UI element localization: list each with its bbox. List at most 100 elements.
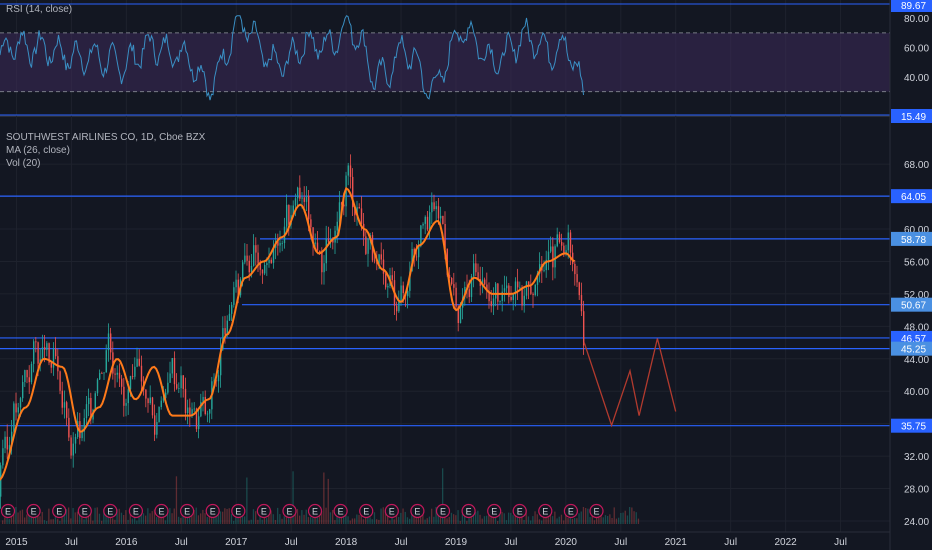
candle-body <box>402 285 404 294</box>
volume-bar <box>541 520 543 524</box>
volume-bar <box>314 513 316 524</box>
price-level-badge-bg <box>891 341 932 356</box>
volume-bar <box>391 515 393 524</box>
volume-bar <box>70 518 72 524</box>
candle-body <box>59 371 61 391</box>
volume-bar <box>587 508 589 524</box>
forecast-path <box>583 338 677 428</box>
volume-bar <box>345 511 347 524</box>
volume-bar <box>428 516 431 524</box>
volume-bar <box>57 518 59 524</box>
candle-body <box>242 262 244 280</box>
earnings-marker: E <box>410 503 425 519</box>
candle-body <box>228 313 231 321</box>
candle-body <box>134 366 136 377</box>
rsi-max-badge-bg <box>891 0 932 12</box>
time-axis-tick-label: Jul <box>724 537 737 548</box>
candle-body <box>255 245 257 253</box>
main-legend[interactable]: SOUTHWEST AIRLINES CO, 1D, Cboe BZX MA (… <box>6 131 205 170</box>
volume-bar <box>327 478 329 524</box>
candle-body <box>488 291 490 302</box>
candle-body <box>281 243 283 244</box>
earnings-marker-circle <box>103 503 118 519</box>
candle-body <box>475 263 477 273</box>
volume-bar <box>46 521 48 524</box>
volume-bar <box>294 510 296 524</box>
volume-bar <box>373 512 376 524</box>
price-axis[interactable]: 80.00 60.00 40.00 89.67 15.49 24.00 28.00 32.00… <box>889 0 932 550</box>
candle-body <box>66 402 68 418</box>
volume-bar <box>81 514 83 524</box>
candle-body <box>220 349 222 376</box>
candle-body <box>378 254 380 264</box>
volume-bar <box>261 519 263 524</box>
time-axis-tick-label: Jul <box>175 537 188 548</box>
volume-bar <box>94 507 96 524</box>
volume-bar <box>367 512 369 524</box>
volume-bar <box>360 513 362 524</box>
volume-bar <box>255 511 257 524</box>
candle-body <box>550 246 552 252</box>
volume-bar <box>54 516 57 524</box>
earnings-marker: E <box>461 503 476 519</box>
volume-bar <box>233 520 235 524</box>
candle-body <box>356 207 358 216</box>
volume-bar <box>239 515 241 524</box>
candle-body <box>574 263 576 275</box>
candle-body <box>567 232 569 251</box>
volume-bar <box>343 512 345 524</box>
candle-body <box>325 238 327 264</box>
candle-body <box>81 431 83 439</box>
volume-bar <box>272 514 274 524</box>
price-level-badge: 46.57 <box>891 330 932 345</box>
earnings-marker-label: E <box>389 507 395 517</box>
volume-bar <box>96 507 98 524</box>
volume-bar <box>323 472 325 524</box>
candle-body <box>180 375 182 389</box>
price-level-badge: 35.75 <box>891 418 932 433</box>
candle-body <box>437 206 440 219</box>
candle-body <box>308 195 310 220</box>
candle-body <box>61 390 63 408</box>
volume-bar <box>283 516 285 524</box>
earnings-marker: E <box>26 503 41 519</box>
rsi-legend[interactable]: RSI (14, close) <box>6 3 72 16</box>
candle-body <box>233 287 235 305</box>
time-axis-tick-label: 2016 <box>115 537 138 548</box>
volume-bar <box>477 510 479 524</box>
earnings-marker-circle <box>589 503 604 519</box>
volume-bar <box>384 510 387 524</box>
volume-bar <box>615 518 618 524</box>
earnings-marker-label: E <box>210 507 216 517</box>
volume-bar <box>305 509 307 524</box>
candle-body <box>451 277 453 285</box>
price-level-badge: 45.25 <box>891 341 932 356</box>
volume-bar <box>26 514 28 524</box>
volume-bar <box>411 510 413 524</box>
volume-bar <box>466 520 468 524</box>
volume-bar <box>607 516 609 524</box>
earnings-marker: E <box>435 503 451 519</box>
volume-bar <box>422 512 424 524</box>
volume-bar <box>508 512 510 524</box>
volume-bar <box>48 508 50 524</box>
candle-body <box>310 219 312 228</box>
price-level-badge-bg <box>891 189 932 204</box>
candle-body <box>206 413 209 415</box>
earnings-marker-circle <box>180 503 195 519</box>
earnings-marker: E <box>128 503 143 519</box>
candle-body <box>374 260 376 262</box>
candle-body <box>547 251 550 260</box>
time-axis[interactable]: 2015 Jul 2016 Jul 2017 Jul 2018 Jul 2019 Jul 2020 J… <box>0 531 890 548</box>
candle-body <box>499 300 501 302</box>
candle-body <box>363 223 365 237</box>
volume-bar <box>2 520 4 524</box>
earnings-marker: E <box>563 503 579 519</box>
volume-bar <box>329 512 332 524</box>
volume-bar <box>426 518 428 524</box>
candle-body <box>127 389 129 404</box>
candle-body <box>398 301 400 312</box>
candle-body <box>169 373 171 383</box>
earnings-marker-label: E <box>82 507 88 517</box>
